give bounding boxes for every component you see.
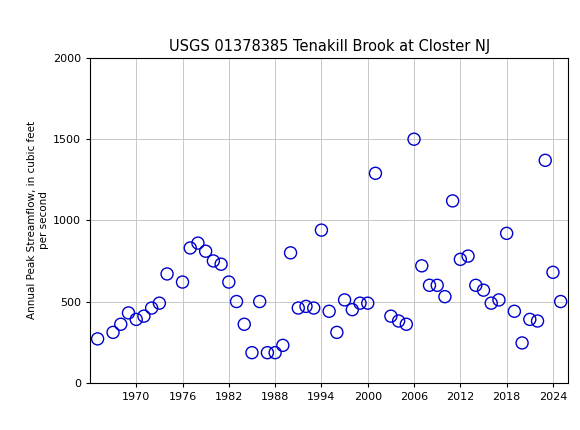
Point — [456, 256, 465, 263]
Point — [402, 321, 411, 328]
Point — [108, 329, 118, 336]
Point — [232, 298, 241, 305]
Point — [216, 261, 226, 267]
Point — [139, 313, 148, 319]
Title: USGS 01378385 Tenakill Brook at Closter NJ: USGS 01378385 Tenakill Brook at Closter … — [169, 39, 490, 54]
Point — [247, 349, 256, 356]
Point — [471, 282, 480, 289]
Point — [494, 296, 503, 303]
Point — [317, 227, 326, 233]
Point — [286, 249, 295, 256]
Point — [332, 329, 342, 336]
Point — [541, 157, 550, 164]
Point — [487, 300, 496, 307]
Point — [209, 258, 218, 264]
Point — [162, 270, 172, 277]
Point — [479, 287, 488, 294]
Point — [186, 245, 195, 252]
Point — [533, 318, 542, 325]
Text: USGS: USGS — [32, 10, 87, 28]
Point — [263, 349, 272, 356]
Point — [548, 269, 557, 276]
Point — [517, 340, 527, 347]
Point — [155, 300, 164, 307]
Point — [525, 316, 534, 323]
Point — [371, 170, 380, 177]
Point — [224, 279, 234, 286]
Point — [132, 316, 141, 323]
Point — [124, 310, 133, 316]
Point — [340, 296, 349, 303]
Point — [440, 293, 450, 300]
Point — [193, 240, 202, 246]
Point — [116, 321, 125, 328]
Point — [463, 253, 473, 260]
Point — [409, 136, 419, 143]
Point — [433, 282, 442, 289]
Point — [363, 300, 372, 307]
Text: ≡: ≡ — [9, 9, 27, 29]
Point — [356, 300, 365, 307]
Point — [147, 304, 156, 311]
Point — [240, 321, 249, 328]
Point — [324, 308, 334, 315]
Point — [417, 262, 426, 269]
Point — [293, 304, 303, 311]
Point — [270, 349, 280, 356]
Point — [425, 282, 434, 289]
Point — [510, 308, 519, 315]
Point — [394, 318, 403, 325]
Point — [278, 342, 288, 349]
Point — [201, 248, 211, 255]
Point — [302, 303, 311, 310]
Point — [347, 306, 357, 313]
Point — [386, 313, 396, 319]
Point — [309, 304, 318, 311]
Point — [93, 335, 102, 342]
Point — [178, 279, 187, 286]
Y-axis label: Annual Peak Streamflow, in cubic feet
per second: Annual Peak Streamflow, in cubic feet pe… — [27, 121, 49, 319]
Point — [255, 298, 264, 305]
Point — [502, 230, 512, 237]
Point — [556, 298, 566, 305]
Point — [448, 197, 457, 204]
